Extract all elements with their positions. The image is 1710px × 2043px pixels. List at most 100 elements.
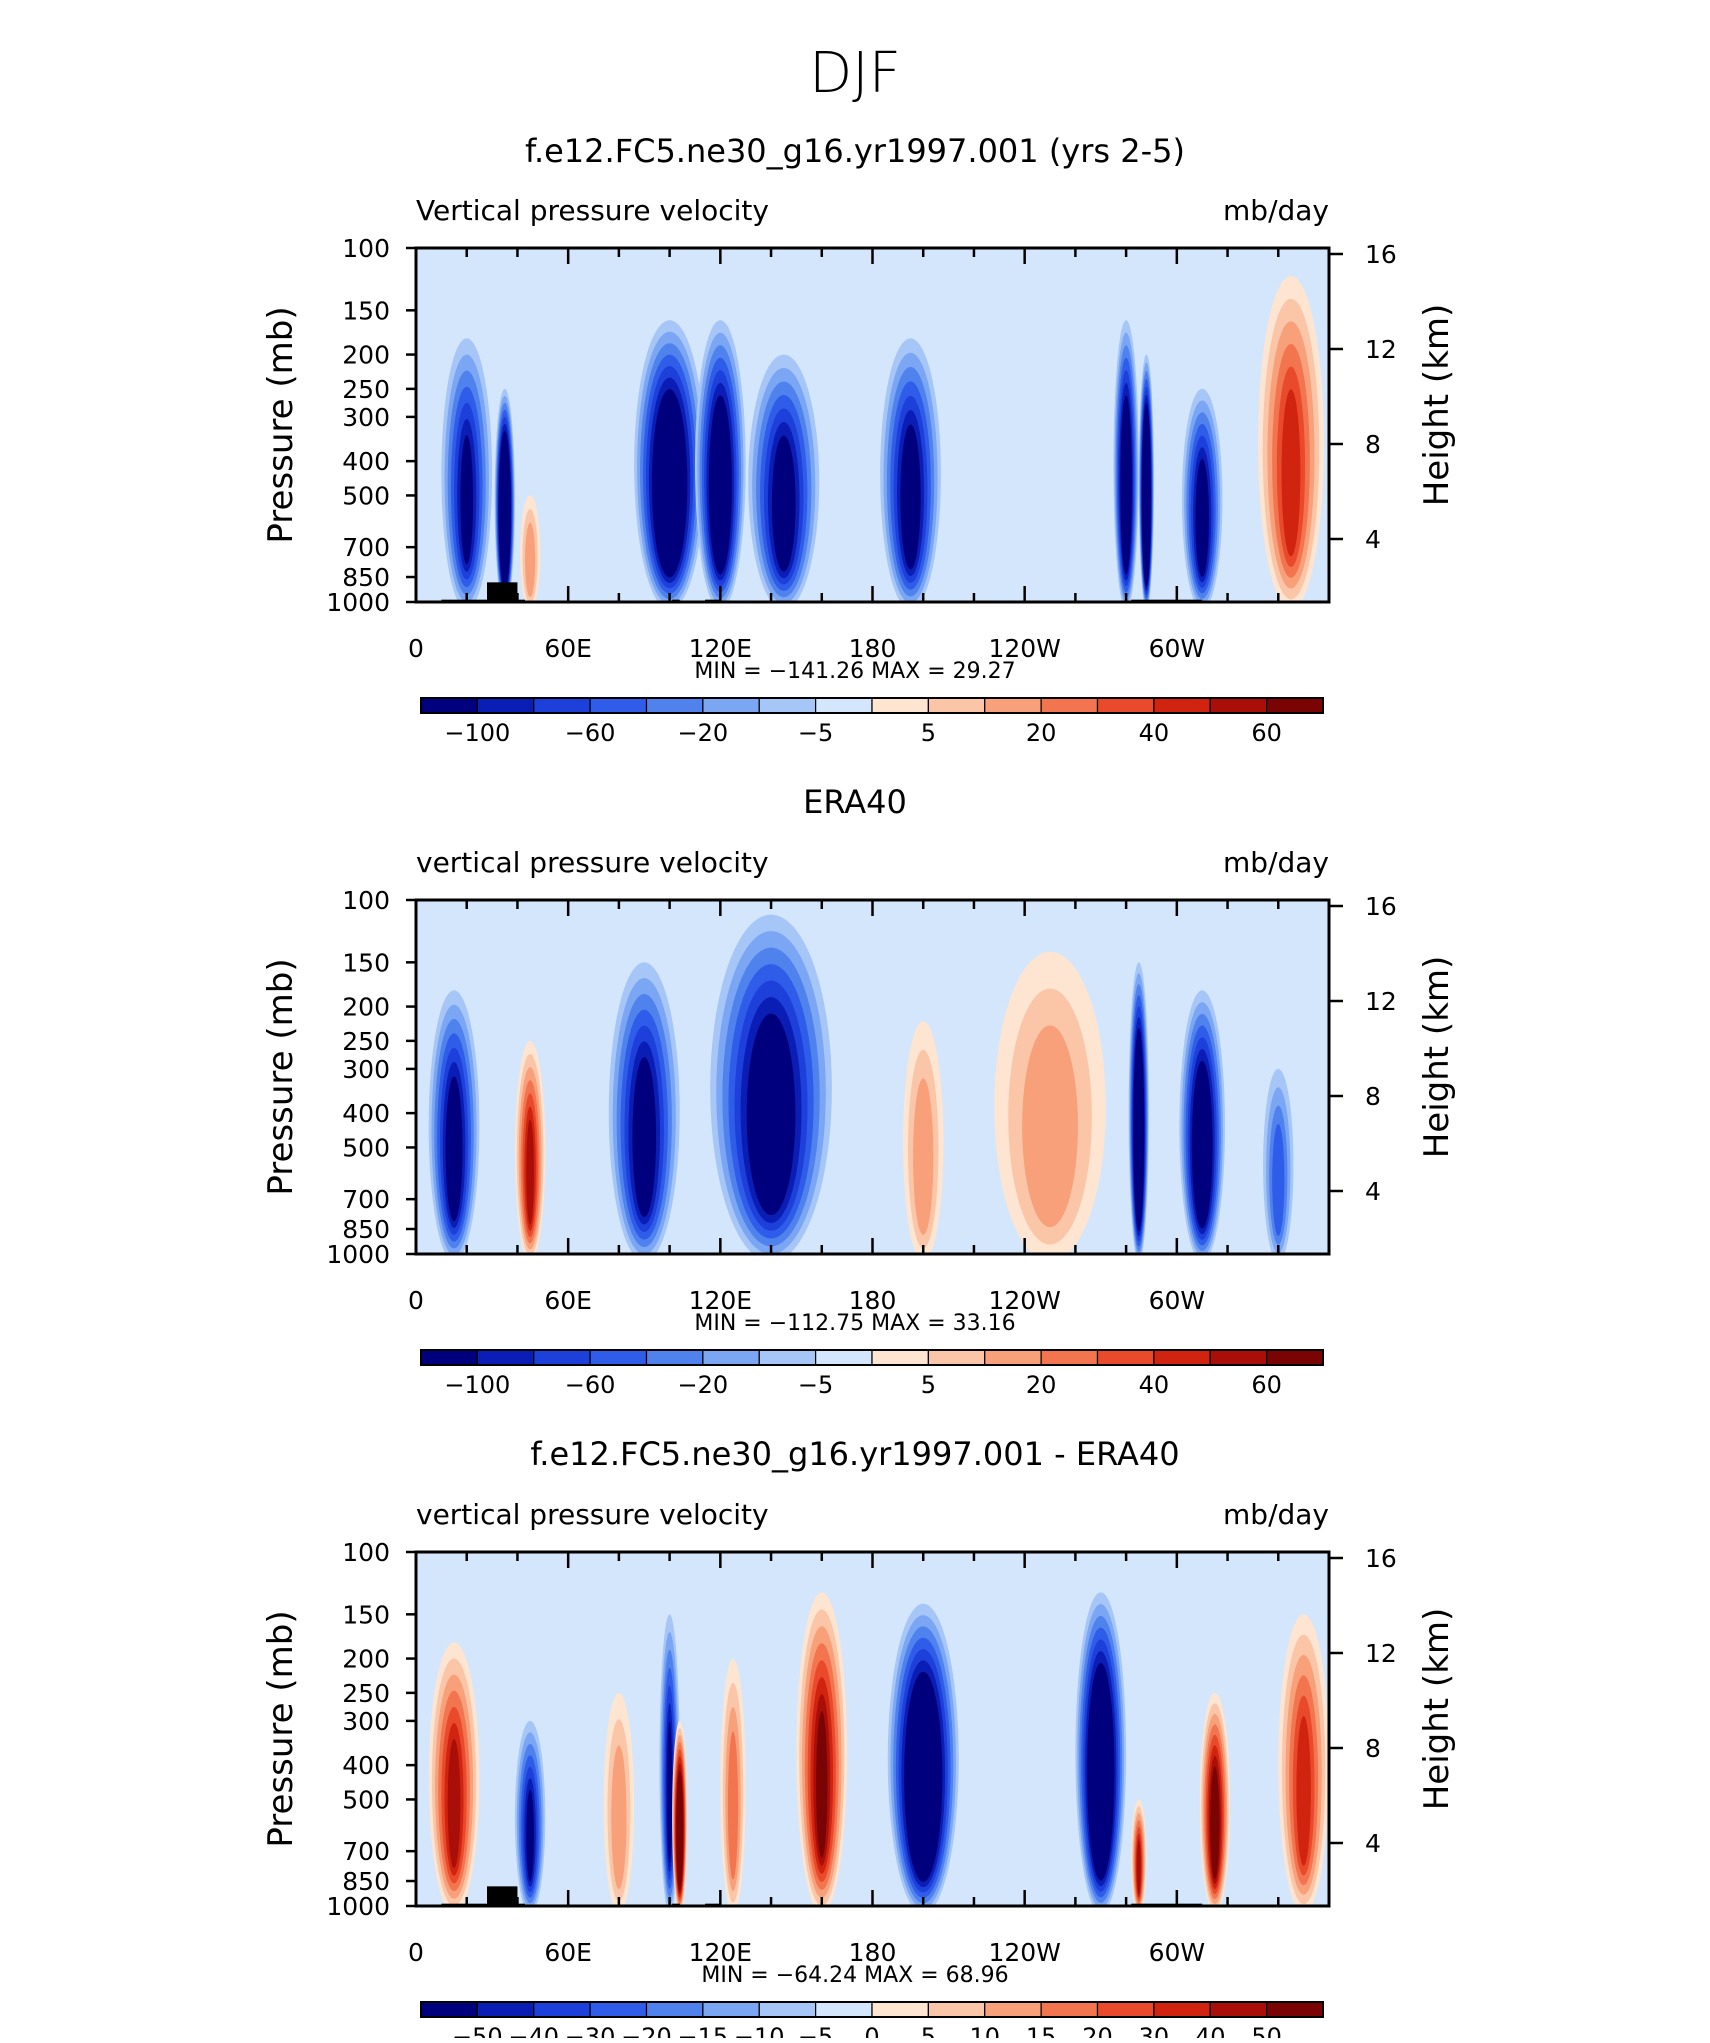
colorbar-swatch	[927, 1349, 986, 1366]
colorbar-label: −100	[444, 1371, 510, 1399]
colorbar-swatch	[1153, 697, 1211, 714]
x-tick-label: 120E	[689, 1286, 753, 1315]
colorbar-label: 20	[1026, 1371, 1057, 1399]
colorbar-swatch	[815, 1349, 873, 1366]
colorbar-swatch	[645, 1349, 704, 1366]
contour-cell	[603, 1692, 635, 1906]
y-tick-label: 150	[342, 948, 390, 977]
contour-field	[416, 248, 1329, 602]
colorbar-label: −15	[678, 2023, 729, 2038]
right-axis-label: Height (km)	[1417, 1608, 1457, 1811]
x-tick-label: 120E	[689, 634, 753, 663]
contour-cell	[514, 1040, 546, 1254]
colorbar: −100 −60 −20 −5 5 20 40 60	[420, 697, 1324, 747]
colorbar-swatch	[1096, 1349, 1155, 1366]
page-title: DJF	[809, 41, 901, 106]
contour-cell	[514, 1720, 546, 1906]
colorbar-label: −20	[621, 2023, 672, 2038]
colorbar-swatch	[1096, 697, 1155, 714]
colorbar-label: −20	[678, 1371, 729, 1399]
y-tick-label: 400	[342, 447, 390, 476]
y-tick-label: 300	[342, 1707, 390, 1736]
contour-cell	[1131, 1799, 1147, 1906]
y-tick-label: 850	[342, 563, 390, 592]
right-axis-label: Height (km)	[1417, 956, 1457, 1159]
variable-label: Vertical pressure velocity	[416, 194, 769, 227]
panel-3: f.e12.FC5.ne30_g16.yr1997.001 - ERA40 ver…	[261, 1435, 1457, 2043]
y-tick-label: 100	[342, 234, 390, 263]
x-tick-label: 60W	[1149, 634, 1206, 663]
y-tick-label: 400	[342, 1751, 390, 1780]
colorbar-label: 5	[921, 2023, 936, 2038]
colorbar-swatch	[589, 2001, 648, 2018]
y-tick-label: 150	[342, 296, 390, 325]
y-tick-label: 700	[342, 533, 390, 562]
y-tick-label: 1000	[326, 1892, 390, 1921]
colorbar-swatch	[1040, 2001, 1099, 2018]
colorbar-swatch	[420, 2001, 478, 2018]
x-tick-label: 120W	[988, 1286, 1060, 1315]
height-tick-label: 4	[1365, 1177, 1381, 1206]
contour-cell	[720, 1658, 746, 1906]
y-axis-label: Pressure (mb)	[261, 1610, 301, 1847]
colorbar-swatch	[702, 697, 760, 714]
colorbar-label: −60	[565, 719, 616, 747]
colorbar-label: 30	[1139, 2023, 1170, 2038]
x-tick-label: 0	[408, 1938, 424, 1967]
colorbar-swatch	[1266, 1349, 1324, 1366]
panel-title: f.e12.FC5.ne30_g16.yr1997.001 - ERA40	[530, 1435, 1179, 1473]
contour-cell	[887, 1603, 959, 1906]
contour-cell	[608, 962, 680, 1254]
height-tick-label: 16	[1365, 892, 1397, 921]
colorbar-swatch	[815, 2001, 873, 2018]
x-tick-label: 180	[849, 634, 897, 663]
colorbar-label: −30	[565, 2023, 616, 2038]
height-tick-label: 8	[1365, 1734, 1381, 1763]
colorbar-swatch	[758, 1349, 817, 1366]
contour-cell	[1138, 354, 1155, 602]
colorbar-label: 20	[1082, 2023, 1113, 2038]
panel-title: f.e12.FC5.ne30_g16.yr1997.001 (yrs 2-5)	[525, 132, 1185, 170]
colorbar-swatch	[702, 2001, 760, 2018]
field-background	[416, 1552, 1329, 1906]
colorbar-label: 5	[921, 1371, 936, 1399]
colorbar-label: −5	[798, 719, 833, 747]
y-tick-label: 850	[342, 1215, 390, 1244]
height-tick-label: 12	[1365, 987, 1397, 1016]
y-tick-label: 1000	[326, 588, 390, 617]
min-max-label: MIN = −112.75 MAX = 33.16	[694, 1311, 1015, 1336]
colorbar-label: 60	[1251, 719, 1282, 747]
contour-cell	[694, 320, 746, 602]
y-tick-label: 300	[342, 403, 390, 432]
panel-2: ERA40 vertical pressure velocity mb/day 100…	[261, 783, 1457, 1399]
colorbar: −50 −40 −30 −20 −15 −10 −5 0 5 10 15 20 30 40 50	[420, 2001, 1324, 2043]
contour-cell	[880, 338, 941, 602]
contour-cell	[1113, 320, 1139, 602]
y-tick-label: 250	[342, 375, 390, 404]
colorbar-label: 5	[921, 719, 936, 747]
x-tick-label: 60W	[1149, 1938, 1206, 1967]
field-background	[416, 248, 1329, 602]
x-tick-label: 180	[849, 1286, 897, 1315]
colorbar-label: −5	[798, 1371, 833, 1399]
contour-cell	[902, 1021, 944, 1254]
contour-cell	[428, 990, 480, 1254]
y-tick-label: 150	[342, 1600, 390, 1629]
y-tick-label: 700	[342, 1837, 390, 1866]
contour-cell	[1263, 1068, 1294, 1254]
height-tick-label: 8	[1365, 1082, 1381, 1111]
y-tick-label: 200	[342, 993, 390, 1022]
colorbar-swatch	[645, 697, 704, 714]
colorbar-swatch	[758, 697, 817, 714]
colorbar-swatch	[871, 697, 929, 714]
x-tick-label: 180	[849, 1938, 897, 1967]
contour-cell	[634, 320, 706, 602]
colorbar-swatch	[871, 1349, 929, 1366]
colorbar-swatch	[1209, 2001, 1268, 2018]
colorbar-swatch	[420, 697, 478, 714]
contour-cell	[672, 1720, 688, 1906]
colorbar-label: 10	[969, 2023, 1000, 2038]
y-tick-label: 400	[342, 1099, 390, 1128]
